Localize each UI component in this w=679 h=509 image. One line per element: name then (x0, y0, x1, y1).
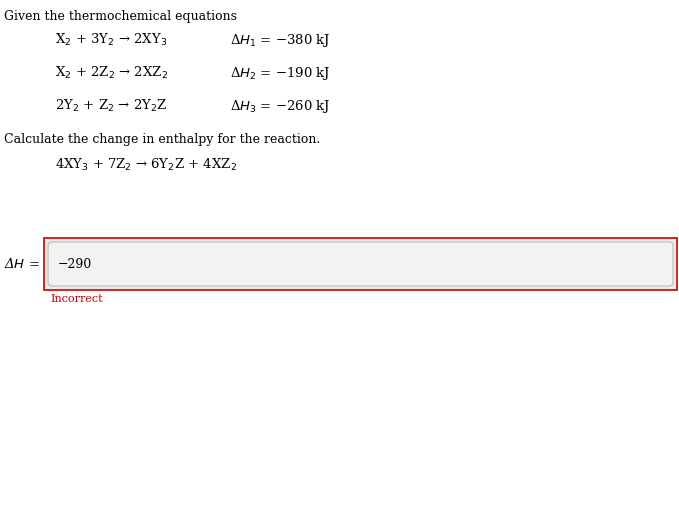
Text: X$_2$ + 3Y$_2$ → 2XY$_3$: X$_2$ + 3Y$_2$ → 2XY$_3$ (55, 32, 167, 48)
Text: Δ$H_1$ = −380 kJ: Δ$H_1$ = −380 kJ (230, 32, 331, 49)
Text: Δ$H_2$ = −190 kJ: Δ$H_2$ = −190 kJ (230, 65, 331, 82)
Text: −290: −290 (58, 258, 92, 270)
Text: Given the thermochemical equations: Given the thermochemical equations (4, 10, 237, 23)
FancyBboxPatch shape (48, 242, 673, 286)
Text: 4XY$_3$ + 7Z$_2$ → 6Y$_2$Z + 4XZ$_2$: 4XY$_3$ + 7Z$_2$ → 6Y$_2$Z + 4XZ$_2$ (55, 157, 237, 173)
Text: X$_2$ + 2Z$_2$ → 2XZ$_2$: X$_2$ + 2Z$_2$ → 2XZ$_2$ (55, 65, 168, 81)
Text: 2Y$_2$ + Z$_2$ → 2Y$_2$Z: 2Y$_2$ + Z$_2$ → 2Y$_2$Z (55, 98, 168, 114)
Text: Δ$H_3$ = −260 kJ: Δ$H_3$ = −260 kJ (230, 98, 331, 115)
FancyBboxPatch shape (44, 238, 677, 290)
Text: Calculate the change in enthalpy for the reaction.: Calculate the change in enthalpy for the… (4, 133, 320, 146)
Text: Incorrect: Incorrect (50, 294, 103, 304)
Text: Δ$H$ =: Δ$H$ = (4, 257, 40, 271)
